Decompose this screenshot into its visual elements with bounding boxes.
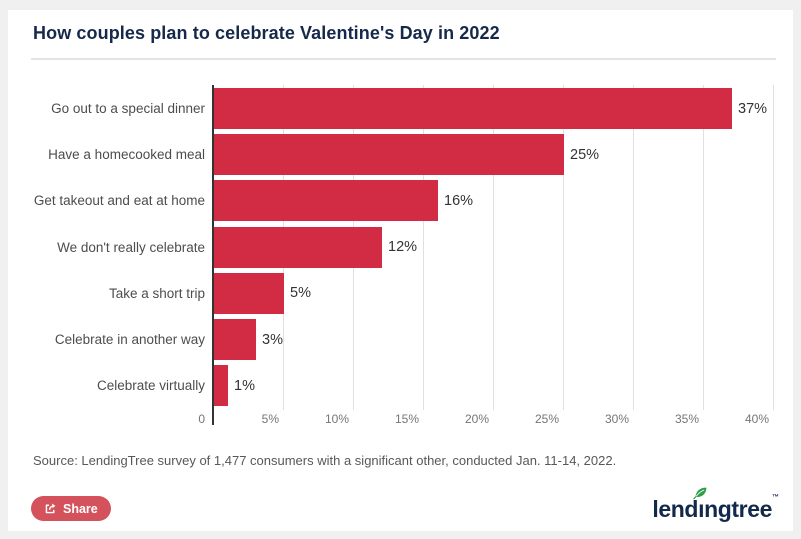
tick-label: 20% <box>464 412 489 426</box>
tick-label: 25% <box>534 412 559 426</box>
category-label: Go out to a special dinner <box>51 101 205 116</box>
bar <box>214 134 564 176</box>
tick-label: 40% <box>744 412 769 426</box>
tick-label: 35% <box>674 412 699 426</box>
chart-title: How couples plan to celebrate Valentine'… <box>33 23 500 43</box>
gridline <box>703 85 704 410</box>
tick-label: 10% <box>324 412 349 426</box>
bar <box>214 226 382 268</box>
category-label: Have a homecooked meal <box>48 147 205 163</box>
tick-label: 15% <box>394 412 419 426</box>
value-label: 37% <box>738 100 768 117</box>
trademark: ™ <box>772 494 779 501</box>
value-label: 5% <box>290 285 311 302</box>
category-label: Take a short trip <box>108 285 205 301</box>
bar <box>214 319 256 360</box>
category-label: Celebrate virtually <box>96 378 205 394</box>
bar <box>214 365 228 407</box>
value-label: 16% <box>444 192 474 209</box>
tick-label: 0 <box>198 412 205 426</box>
logo-text-after: ngtree <box>704 496 772 522</box>
gridline <box>563 85 564 410</box>
chart-card: How couples plan to celebrate Valentine'… <box>8 10 793 531</box>
bar <box>214 272 284 314</box>
logo-dotless-i: ı <box>698 496 705 522</box>
gridline <box>493 85 494 410</box>
gridline <box>423 85 424 410</box>
value-label: 1% <box>234 377 255 394</box>
logo-text: lendıngtree™ <box>652 487 779 523</box>
lendingtree-logo: lendıngtree™ <box>652 487 779 523</box>
leaf-icon <box>693 484 709 500</box>
gridline <box>773 85 774 410</box>
logo-text-before: lend <box>652 496 699 522</box>
share-icon <box>44 502 57 515</box>
value-label: 25% <box>570 146 600 163</box>
category-label: We don't really celebrate <box>57 239 205 255</box>
bar <box>214 88 732 129</box>
bar-chart: 0 5% 10% 15% 20% 25% 30% 35% 40% Go out to a spec… <box>8 85 793 435</box>
category-label: Celebrate in another way <box>54 332 205 347</box>
share-label: Share <box>63 501 98 516</box>
bar <box>214 180 438 222</box>
value-label: 12% <box>388 239 418 256</box>
gridline <box>633 85 634 410</box>
share-button[interactable]: Share <box>31 496 111 521</box>
title-divider <box>31 58 776 60</box>
axis-line <box>212 85 214 425</box>
source-note: Source: LendingTree survey of 1,477 cons… <box>33 453 617 468</box>
tick-label: 5% <box>261 412 279 426</box>
tick-label: 30% <box>604 412 629 426</box>
category-label: Get takeout and eat at home <box>33 193 205 209</box>
value-label: 3% <box>262 331 283 348</box>
